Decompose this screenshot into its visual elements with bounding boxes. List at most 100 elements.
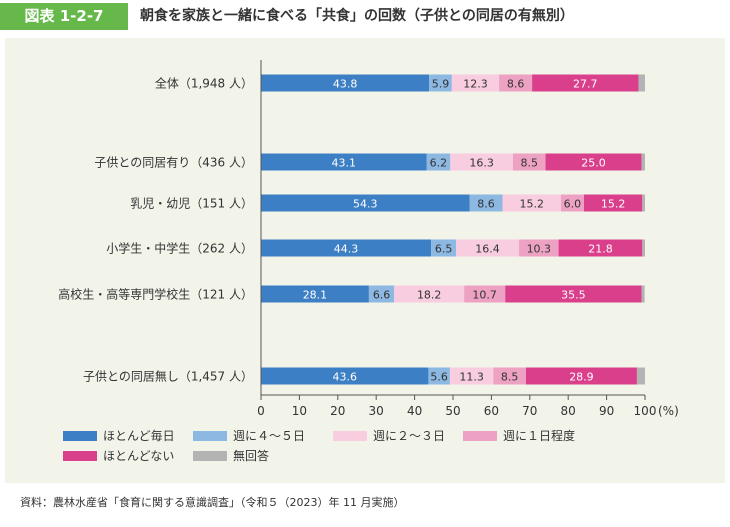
category-label: 小学生・中学生（262 人）	[106, 241, 253, 256]
data-label: 16.4	[475, 243, 500, 256]
data-label: 8.6	[507, 78, 525, 91]
data-label: 10.3	[527, 243, 552, 256]
x-tick-label: 20	[330, 404, 345, 418]
legend-label: 週に２～３日	[373, 429, 446, 443]
header: 図表 1-2-7 朝食を家族と一緒に食べる「共食」の回数（子供との同居の有無別）	[0, 0, 730, 34]
bar-segment	[426, 153, 451, 171]
data-label: 28.9	[569, 371, 594, 384]
bar-segment	[261, 194, 470, 212]
data-label: 43.1	[332, 157, 357, 170]
bar-segment	[642, 194, 645, 212]
data-label: 6.0	[564, 198, 582, 211]
category-label: 乳児・幼児（151 人）	[130, 197, 253, 211]
bar-segment	[641, 285, 645, 303]
data-label: 5.6	[430, 371, 448, 384]
category-label: 子供との同居有り（436 人）	[94, 156, 253, 170]
bar-segment	[583, 194, 643, 212]
bar-segment	[641, 153, 645, 171]
data-label: 27.7	[573, 78, 598, 91]
chart-panel: 全体（1,948 人） 子供との同居有り（436 人） 乳児・幼児（151 人） 小学…	[5, 38, 725, 483]
bar-segment	[450, 153, 513, 171]
category-label: 高校生・高等専門学校生（121 人）	[58, 287, 253, 302]
bar-segment	[502, 194, 561, 212]
bar-segment	[493, 367, 526, 385]
data-label: 12.3	[463, 78, 488, 91]
figure-badge: 図表 1-2-7	[0, 3, 128, 30]
bar-segment	[431, 239, 457, 257]
bar-segment	[261, 153, 427, 171]
bar-segment	[261, 239, 432, 257]
legend-label: ほとんど毎日	[103, 429, 175, 443]
data-label: 44.3	[334, 243, 359, 256]
bar-segment	[642, 239, 645, 257]
data-label: 6.6	[373, 289, 391, 302]
legend-label: ほとんどない	[103, 449, 175, 463]
bar-segment	[464, 285, 506, 303]
data-label: 18.2	[417, 289, 442, 302]
bar-segment	[469, 194, 503, 212]
legend-label: 無回答	[233, 449, 270, 463]
data-label: 54.3	[353, 198, 378, 211]
data-label: 25.0	[581, 157, 606, 170]
bar-segment	[560, 194, 584, 212]
legend-swatch	[63, 431, 97, 441]
legend-swatch	[193, 451, 227, 461]
data-label: 5.9	[432, 78, 450, 91]
bar-segment	[525, 367, 637, 385]
bar-segment	[545, 153, 642, 171]
data-label: 6.5	[435, 243, 453, 256]
legend-label: 週に４～５日	[233, 429, 306, 443]
bar-segment	[558, 239, 643, 257]
bar-segment	[428, 367, 450, 385]
x-axis-unit: (%)	[658, 404, 679, 418]
legend-swatch	[193, 431, 227, 441]
x-tick-label: 70	[522, 404, 537, 418]
bar-segment	[636, 367, 645, 385]
bar-segment	[638, 74, 645, 92]
data-label: 8.6	[477, 198, 495, 211]
bar-segment	[505, 285, 642, 303]
legend: ほとんど毎日 週に４～５日 週に２～３日 週に１日程度ほとんどない 無回答	[63, 428, 623, 472]
x-tick-label: 10	[292, 404, 307, 418]
x-tick-label: 100	[634, 404, 657, 418]
category-label: 全体（1,948 人）	[155, 76, 253, 91]
bar-segment	[451, 74, 500, 92]
bar-segment	[261, 285, 369, 303]
x-tick-label: 0	[257, 404, 265, 418]
legend-label: 週に１日程度	[503, 429, 576, 443]
bar-segment	[449, 367, 494, 385]
data-label: 28.1	[303, 289, 328, 302]
bar-segment	[512, 153, 546, 171]
bar-segment	[429, 74, 452, 92]
chart-title: 朝食を家族と一緒に食べる「共食」の回数（子供との同居の有無別）	[140, 8, 574, 24]
bar-segment	[499, 74, 533, 92]
stacked-bar-chart: 全体（1,948 人） 子供との同居有り（436 人） 乳児・幼児（151 人） 小学…	[58, 60, 679, 418]
x-tick-label: 40	[407, 404, 422, 418]
legend-swatch	[463, 431, 497, 441]
data-label: 15.2	[601, 198, 626, 211]
bar-segment	[261, 367, 429, 385]
bar-segment	[532, 74, 639, 92]
source-note: 資料：農林水産省「食育に関する意識調査」（令和５（2023）年 11 月実施）	[20, 496, 405, 509]
legend-swatch	[63, 451, 97, 461]
x-tick-label: 30	[369, 404, 384, 418]
data-label: 16.3	[469, 157, 494, 170]
bar-segment	[456, 239, 520, 257]
data-label: 15.2	[519, 198, 544, 211]
x-tick-label: 80	[561, 404, 576, 418]
x-tick-label: 50	[445, 404, 460, 418]
category-label: 子供との同居無し（1,457 人）	[83, 369, 253, 384]
bar-segment	[519, 239, 559, 257]
x-tick-label: 60	[484, 404, 499, 418]
legend-swatch	[333, 431, 367, 441]
data-label: 43.8	[333, 78, 358, 91]
data-label: 11.3	[459, 371, 484, 384]
data-label: 8.5	[501, 371, 519, 384]
data-label: 43.6	[332, 371, 357, 384]
bar-segment	[394, 285, 465, 303]
data-label: 10.7	[472, 289, 497, 302]
x-tick-label: 90	[599, 404, 614, 418]
data-label: 21.8	[588, 243, 613, 256]
data-label: 6.2	[430, 157, 448, 170]
data-label: 8.5	[520, 157, 538, 170]
